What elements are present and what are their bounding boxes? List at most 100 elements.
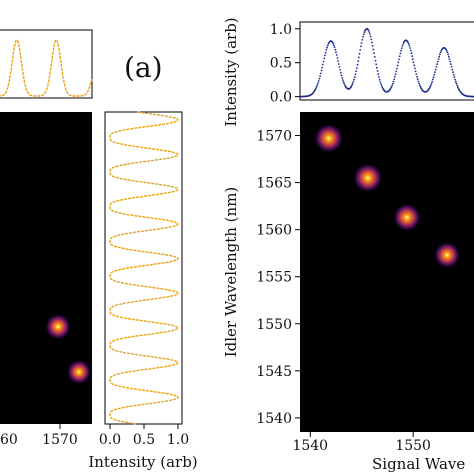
right-top-marginal-point — [391, 84, 393, 87]
right-top-marginal-point — [353, 78, 355, 81]
right-top-marginal-point — [381, 86, 384, 89]
right-top-marginal-point — [402, 43, 405, 45]
left-joint-spots — [44, 313, 92, 385]
right-top-marginal-point — [317, 82, 319, 84]
right-top-marginal-point — [456, 84, 459, 87]
right-top-marginal-point — [398, 58, 400, 61]
right-top-marginal-point — [335, 51, 337, 54]
right-top-marginal-frame — [299, 21, 474, 101]
left-joint-spot — [44, 313, 72, 340]
right-top-marginal-point — [398, 55, 401, 58]
right-top-marginal-point — [342, 81, 345, 84]
right-joint-y-title: Idler Wavelength (nm) — [222, 187, 240, 358]
right-joint-y-tick-label: 1550 — [256, 317, 292, 333]
right-top-marginal-point — [369, 35, 372, 38]
right-top-marginal-point — [407, 41, 409, 44]
right-top-marginal-point — [434, 71, 436, 74]
right-top-marginal-point — [434, 68, 437, 71]
right-top-marginal-point — [414, 67, 416, 70]
right-top-marginal-point — [343, 83, 346, 85]
right-top-marginal-point — [370, 38, 373, 41]
right-top-marginal-point — [445, 48, 447, 51]
right-top-marginal-point — [317, 80, 320, 82]
right-joint-background — [300, 112, 474, 432]
right-top-marginal-point — [408, 44, 411, 47]
right-joint-y-tick-label: 1570 — [256, 129, 292, 145]
right-top-marginal-point — [437, 58, 440, 60]
right-top-marginal-point — [374, 59, 377, 62]
right-top-marginal-point — [429, 84, 432, 87]
right-top-marginal-point — [362, 33, 365, 36]
right-top-marginal-point — [372, 48, 375, 51]
right-joint-spot — [352, 162, 383, 193]
right-top-marginal-point — [315, 85, 318, 88]
right-top-marginal-point — [379, 81, 382, 83]
right-top-marginal-point — [380, 85, 383, 87]
right-joint-y-tick-label: 1545 — [256, 364, 292, 380]
right-top-marginal-point — [394, 73, 397, 76]
right-top-marginal-point — [447, 55, 450, 58]
right-joint-spot — [392, 203, 422, 232]
right-top-marginal-point — [321, 66, 324, 69]
right-top-marginal-point — [319, 72, 322, 75]
right-top-marginal-point — [326, 46, 328, 49]
right-top-y-tick-label: 1.0 — [270, 22, 292, 38]
right-top-marginal-point — [450, 66, 453, 68]
right-top-marginal-point — [354, 73, 357, 76]
right-top-marginal-point — [335, 54, 338, 56]
right-top-marginal-points — [299, 27, 474, 98]
right-top-marginal-point — [417, 80, 420, 83]
right-top-marginal-point — [391, 82, 394, 85]
right-top-marginal-point — [336, 57, 339, 59]
right-top-marginal-point — [323, 57, 326, 60]
right-top-marginal-point — [455, 82, 458, 85]
right-top-marginal-point — [450, 63, 452, 66]
right-top-marginal-point — [334, 48, 337, 51]
right-top-marginal-point — [409, 49, 412, 52]
right-top-marginal-point — [430, 82, 433, 85]
left-joint-spectrum: 1570 1560 m) — [0, 112, 92, 448]
right-joint-spot — [313, 123, 344, 154]
right-top-marginal-point — [351, 84, 353, 87]
right-top-marginal-point — [397, 61, 400, 64]
right-joint-spectrum: 1540 1545 1550 1555 1560 1565 1570 1540 1550 Id… — [222, 112, 474, 473]
right-top-marginal-point — [410, 52, 413, 55]
right-top-marginal-point — [319, 75, 321, 77]
right-top-marginal-point — [438, 55, 441, 58]
right-top-marginal-point — [416, 75, 418, 78]
right-top-marginal-y-ticks: 0.0 0.5 1.0 — [270, 22, 300, 106]
right-top-marginal-point — [367, 29, 370, 32]
right-top-marginal-point — [416, 78, 419, 81]
right-top-marginal-point — [396, 64, 399, 67]
right-top-marginal-point — [361, 38, 364, 41]
right-top-marginal-point — [378, 76, 380, 78]
right-joint-y-tick-label: 1560 — [256, 223, 292, 239]
right-top-marginal-point — [436, 60, 439, 63]
right-top-marginal-point — [393, 78, 396, 81]
right-top-marginal-point — [452, 71, 454, 74]
right-top-marginal-point — [415, 73, 418, 75]
right-top-marginal-point — [400, 49, 402, 52]
right-joint-y-tick-label: 1540 — [256, 411, 292, 427]
right-top-marginal-point — [326, 44, 329, 47]
right-top-marginal-point — [368, 31, 371, 33]
right-top-marginal-point — [340, 74, 343, 77]
right-top-marginal-point — [432, 76, 435, 79]
right-top-marginal-point — [446, 51, 449, 54]
right-top-marginal-point — [414, 70, 417, 73]
right-top-marginal-point — [324, 54, 326, 57]
right-top-marginal-point — [380, 83, 382, 85]
right-top-marginal-point — [400, 47, 403, 49]
right-top-marginal-point — [453, 76, 456, 79]
right-top-marginal-point — [392, 80, 395, 83]
right-top-marginal-point — [439, 51, 442, 54]
right-top-marginal-point — [432, 78, 434, 81]
right-top-marginal-point — [452, 73, 455, 76]
right-top-marginal-point — [325, 49, 328, 51]
right-top-marginal: 0.0 0.5 1.0 Intensity (arb) — [222, 17, 474, 127]
right-top-marginal-point — [396, 67, 398, 70]
right-joint-spot — [433, 241, 461, 269]
right-joint-y-tick-label: 1555 — [256, 270, 292, 286]
right-top-marginal-point — [316, 84, 319, 86]
